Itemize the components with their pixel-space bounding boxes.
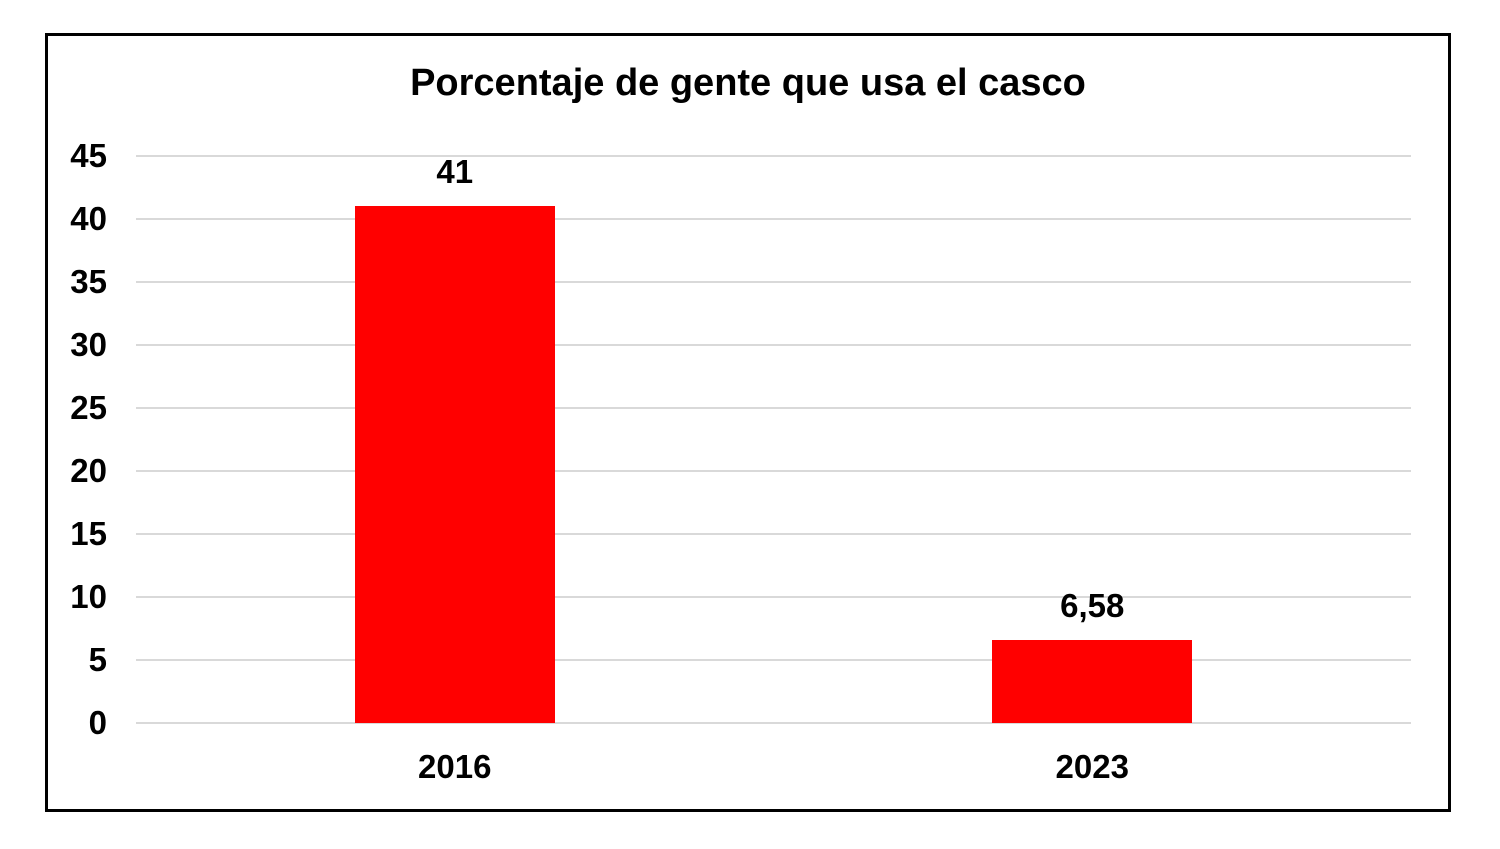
gridline-y-20 <box>136 470 1411 472</box>
y-tick-label: 5 <box>88 641 107 678</box>
gridline-y-10 <box>136 596 1411 598</box>
y-tick-label: 10 <box>70 578 107 615</box>
gridline-y-35 <box>136 281 1411 283</box>
gridline-y-5 <box>136 659 1411 661</box>
y-tick-label: 45 <box>70 137 107 174</box>
bar-2023 <box>992 640 1193 723</box>
value-label-2016: 41 <box>436 153 474 191</box>
y-tick-label: 30 <box>70 326 107 363</box>
y-tick-label: 40 <box>70 200 107 237</box>
x-tick-label-2016: 2016 <box>418 748 492 785</box>
y-tick-label: 20 <box>70 452 107 489</box>
y-tick-label: 15 <box>70 515 107 552</box>
y-tick-label: 35 <box>70 263 107 300</box>
gridline-y-25 <box>136 407 1411 409</box>
y-tick-label: 0 <box>88 704 107 741</box>
x-tick-label-2023: 2023 <box>1055 748 1129 785</box>
value-label-2023: 6,58 <box>1060 587 1125 625</box>
gridline-y-15 <box>136 533 1411 535</box>
gridline-y-45 <box>136 155 1411 157</box>
chart-title: Porcentaje de gente que usa el casco <box>410 62 1086 104</box>
chart-frame: Porcentaje de gente que usa el casco 0 5 1… <box>45 33 1451 812</box>
gridline-y-0 <box>136 722 1411 724</box>
bar-2016 <box>354 206 555 723</box>
gridline-y-30 <box>136 344 1411 346</box>
y-tick-label: 25 <box>70 389 107 426</box>
gridline-y-40 <box>136 218 1411 220</box>
